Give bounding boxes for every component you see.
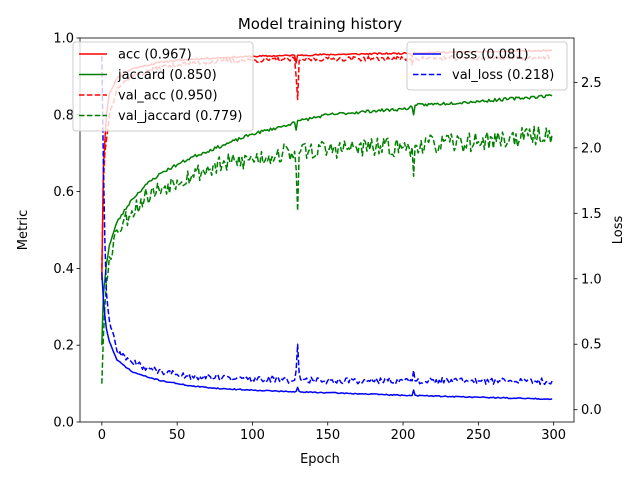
series-line-val-jaccard bbox=[101, 125, 553, 384]
series-line-jaccard bbox=[101, 93, 553, 346]
legend-label-val-acc: val_acc (0.950) bbox=[118, 89, 218, 104]
x-tick-label: 250 bbox=[466, 428, 491, 443]
x-axis-label: Epoch bbox=[300, 452, 340, 467]
y-tick-label-right: 2.5 bbox=[581, 76, 602, 91]
x-tick-label: 150 bbox=[315, 428, 340, 443]
y-axis-label-left: Metric bbox=[16, 210, 31, 250]
y-tick-label-left: 0.8 bbox=[53, 108, 74, 123]
y-tick-label-right: 2.0 bbox=[581, 141, 602, 156]
y-tick-label-right: 0.5 bbox=[581, 338, 602, 353]
legend-label-acc: acc (0.967) bbox=[118, 48, 192, 63]
legend-left: acc (0.967) jaccard (0.850) val_acc (0.950… bbox=[72, 41, 254, 132]
series-line-val-loss bbox=[101, 56, 553, 386]
axes-frame bbox=[79, 37, 575, 423]
legend-label-loss: loss (0.081) bbox=[452, 48, 529, 63]
y-tick-label-left: 0.6 bbox=[53, 185, 74, 200]
x-tick-label: 100 bbox=[240, 428, 265, 443]
y-tick-label-left: 0.4 bbox=[53, 262, 74, 277]
series-line-loss bbox=[101, 272, 553, 401]
x-tick-label: 200 bbox=[391, 428, 416, 443]
axes-layer: 0 50 100 150 200 250 300 0.0 0.2 0.4 0.6 0.8 1.0 0.0 0… bbox=[53, 32, 601, 444]
y-tick-label-right: 0.0 bbox=[581, 403, 602, 418]
legend-left-box bbox=[72, 41, 254, 132]
y-tick-label-right: 1.5 bbox=[581, 207, 602, 222]
legend-label-val-jaccard: val_jaccard (0.779) bbox=[118, 109, 242, 124]
legend-right: loss (0.081) val_loss (0.218) bbox=[406, 41, 568, 91]
legend-label-jaccard: jaccard (0.850) bbox=[117, 68, 217, 83]
x-tick-label: 0 bbox=[98, 428, 106, 443]
y-tick-label-left: 0.2 bbox=[53, 339, 74, 354]
chart-title: Model training history bbox=[238, 15, 402, 33]
x-tick-label: 300 bbox=[541, 428, 566, 443]
x-tick-label: 50 bbox=[169, 428, 186, 443]
y-tick-label-left: 0.0 bbox=[53, 416, 74, 431]
y-axis-label-right: Loss bbox=[611, 216, 626, 245]
y-tick-label-right: 1.0 bbox=[581, 272, 602, 287]
legend-label-val-loss: val_loss (0.218) bbox=[452, 68, 554, 83]
legend-right-box bbox=[406, 41, 568, 91]
y-tick-label-left: 1.0 bbox=[53, 32, 74, 47]
